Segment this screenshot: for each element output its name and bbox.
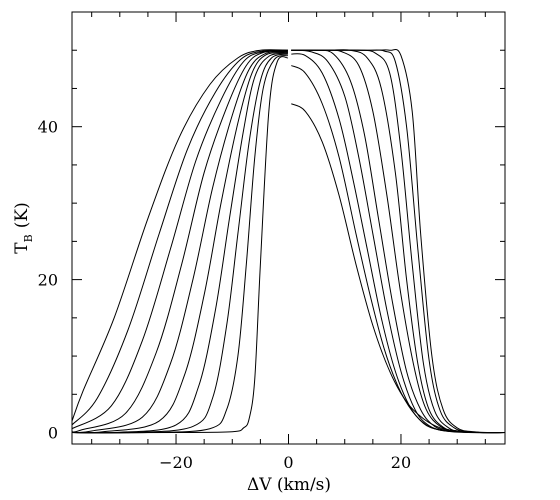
series-line-15: [291, 49, 506, 434]
series-line-7: [71, 50, 288, 433]
series-line-3: [71, 53, 289, 434]
x-axis-label: ΔV (km/s): [247, 475, 331, 495]
series-line-4: [71, 52, 289, 434]
series-line-10: [71, 49, 288, 422]
series-line-13: [291, 53, 506, 434]
series-line-5: [71, 52, 288, 434]
series-line-8: [71, 49, 288, 430]
x-tick-label: 0: [283, 453, 293, 472]
series-line-2: [71, 55, 289, 434]
series-line-9: [71, 49, 288, 426]
y-axis-label: TB (K): [12, 202, 35, 253]
series-line-14: [291, 49, 506, 434]
series-line-11: [291, 103, 506, 434]
axis-tick-labels: −20 0 20 0 20 40: [38, 118, 412, 472]
svg-text:TB(K): TB (K): [12, 202, 35, 253]
y-axis-label-subscript: B: [22, 234, 35, 242]
series-line-1: [71, 56, 289, 434]
x-tick-label: 20: [391, 453, 411, 472]
series-line-20: [291, 48, 506, 434]
plot-frame: [71, 11, 506, 445]
y-axis-label-unit: (K): [12, 202, 32, 228]
axis-ticks: [72, 11, 505, 444]
series-line-12: [291, 65, 506, 434]
x-tick-label: −20: [159, 453, 193, 472]
series-group: [71, 48, 506, 434]
y-axis-label-main: T: [12, 242, 32, 254]
y-tick-label: 0: [48, 424, 58, 443]
series-line-6: [71, 51, 288, 434]
y-tick-label: 20: [38, 271, 58, 290]
y-tick-label: 40: [38, 118, 58, 137]
